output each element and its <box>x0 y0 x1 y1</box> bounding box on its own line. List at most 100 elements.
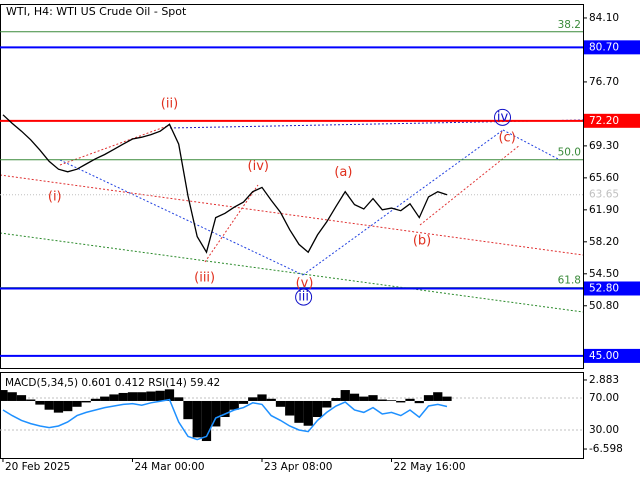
x-tick-label: 23 Apr 08:00 <box>264 461 332 473</box>
y-tick-label: 54.50 <box>589 268 619 280</box>
wave-label: (a) <box>334 165 352 180</box>
macd-bar <box>359 396 369 401</box>
trend-line <box>59 159 304 276</box>
wave-label: iii <box>298 290 309 305</box>
x-tick-label: 22 May 16:00 <box>394 461 466 473</box>
macd-bar <box>100 396 110 401</box>
macd-bar <box>368 395 378 401</box>
macd-bar <box>0 390 8 401</box>
macd-bar <box>137 392 147 401</box>
macd-bar <box>155 390 165 401</box>
y-tick-label: 50.80 <box>589 300 619 312</box>
macd-bar <box>81 400 91 403</box>
x-tick-label: 20 Feb 2025 <box>5 461 70 473</box>
level-label: 45.00 <box>589 350 619 362</box>
chart-title: WTI, H4: WTI US Crude Oil - Spot <box>6 5 187 18</box>
macd-bar <box>377 399 387 401</box>
macd-tick-label: -6.598 <box>589 443 623 455</box>
last-price-box <box>584 187 639 202</box>
macd-bar <box>238 400 249 404</box>
macd-bar <box>433 392 443 401</box>
wave-label: (iv) <box>248 159 269 174</box>
trend-line <box>419 144 521 226</box>
fibo-label: 38.2 <box>558 19 581 31</box>
level-box <box>584 281 640 296</box>
macd-bar <box>340 390 350 401</box>
macd-bar <box>396 400 406 403</box>
wave-label: (c) <box>498 131 515 146</box>
trend-line <box>204 184 259 263</box>
price-line <box>2 114 448 254</box>
level-box <box>584 40 640 55</box>
wave-label: (ii) <box>161 96 178 111</box>
macd-bar <box>192 400 202 438</box>
level-box <box>584 113 640 128</box>
macd-bar <box>442 396 452 401</box>
wave-label: (v) <box>296 276 314 291</box>
sub-panel-frame <box>0 372 584 459</box>
macd-bar <box>201 400 212 442</box>
macd-bar <box>248 397 258 401</box>
macd-bar <box>220 400 230 417</box>
wave-label: iv <box>497 110 509 125</box>
last-price-label: 63.65 <box>589 189 619 201</box>
macd-bar <box>53 400 64 413</box>
macd-bar <box>349 393 360 401</box>
macd-bar <box>63 400 73 412</box>
fibo-label: 61.8 <box>558 275 581 287</box>
trend-line <box>302 129 504 276</box>
y-tick-label: 65.60 <box>589 172 619 184</box>
macd-bar <box>16 395 27 401</box>
y-tick-label: 69.30 <box>589 140 619 152</box>
wave-label: (iii) <box>194 271 215 286</box>
macd-bar <box>275 400 286 407</box>
trend-line <box>59 124 171 166</box>
rsi-line <box>2 398 448 441</box>
trend-line <box>502 129 561 161</box>
main-panel-frame <box>0 4 584 369</box>
macd-bar <box>423 395 434 401</box>
y-tick-label: 84.10 <box>589 12 619 24</box>
level-label: 52.80 <box>589 282 619 294</box>
level-box <box>584 348 640 363</box>
fibo-label: 50.0 <box>558 147 581 159</box>
macd-bar <box>35 400 45 405</box>
macd-bar <box>90 398 101 401</box>
macd-bar <box>414 400 424 404</box>
macd-bar <box>183 400 193 420</box>
wave-label: (b) <box>413 233 431 248</box>
macd-bar <box>386 400 397 401</box>
y-tick-label: 61.90 <box>589 204 619 216</box>
macd-bar <box>257 394 267 401</box>
wave-label: (i) <box>48 189 62 204</box>
macd-bar <box>322 400 332 408</box>
macd-bar <box>211 400 221 427</box>
rsi-tick-label: 70.00 <box>589 392 619 404</box>
level-label: 80.70 <box>589 41 619 53</box>
macd-bar <box>118 392 128 401</box>
x-tick-label: 24 Mar 00:00 <box>134 461 204 473</box>
rsi-tick-label: 30.00 <box>589 424 619 436</box>
macd-bar <box>127 392 138 401</box>
macd-bar <box>266 398 276 401</box>
macd-bar <box>174 397 184 401</box>
wave-circle <box>494 108 512 126</box>
macd-bar <box>312 400 323 417</box>
macd-bar <box>146 391 156 401</box>
macd-bar <box>294 400 304 423</box>
macd-tick-label: 2.883 <box>589 374 619 386</box>
macd-bar <box>72 400 82 407</box>
macd-bar <box>44 400 54 410</box>
macd-bar <box>285 400 295 416</box>
macd-bar <box>109 394 119 401</box>
wave-circle <box>295 288 313 306</box>
indicator-label: MACD(5,34,5) 0.601 0.412 RSI(14) 59.42 <box>5 377 220 389</box>
macd-bar <box>405 398 415 401</box>
y-tick-label: 58.20 <box>589 236 619 248</box>
macd-bar <box>164 389 175 401</box>
macd-bar <box>331 398 341 401</box>
y-tick-label: 76.70 <box>589 76 619 88</box>
macd-bar <box>303 400 313 426</box>
macd-bar <box>26 399 36 401</box>
